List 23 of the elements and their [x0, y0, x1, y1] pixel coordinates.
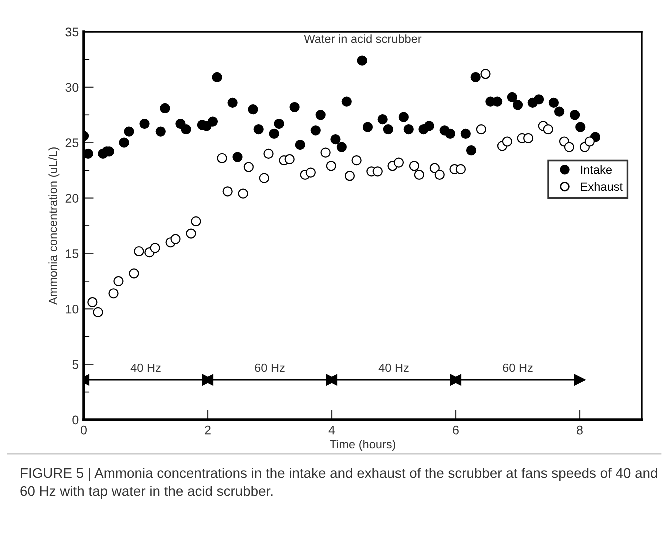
x-axis-title: Time (hours)	[330, 440, 396, 451]
y-tick-label: 5	[72, 360, 79, 370]
legend-label: Intake	[581, 165, 612, 174]
y-tick-label: 10	[66, 304, 79, 314]
legend-label: Exhaust	[581, 182, 623, 192]
y-tick-label: 25	[66, 138, 79, 148]
x-tick-label: 0	[81, 426, 87, 435]
annotation: 60 Hz	[503, 364, 533, 372]
y-tick-label: 0	[72, 416, 79, 425]
annotation: 40 Hz	[378, 364, 409, 372]
y-axis-title: Ammonia concentration (uL/L)	[48, 148, 60, 306]
y-tick-label: 20	[66, 194, 79, 203]
chart-title: Water in acid scrubber	[304, 34, 422, 44]
annotation: 40 Hz	[130, 364, 161, 372]
x-tick-label: 4	[328, 426, 336, 435]
x-tick-label: 2	[205, 426, 211, 435]
caption: FIGURE 5 | Ammonia concentrations in the intake and exhaust of the scrubber at fans speeds of 40 and 60 Hz with tap water in the acid scrubber.	[20, 468, 658, 499]
y-tick-label: 35	[66, 28, 79, 37]
annotation: 60 Hz	[255, 364, 285, 372]
x-tick-label: 8	[577, 426, 583, 435]
y-tick-label: 30	[66, 83, 79, 92]
x-tick-label: 6	[453, 426, 459, 435]
y-tick-label: 15	[66, 250, 79, 258]
